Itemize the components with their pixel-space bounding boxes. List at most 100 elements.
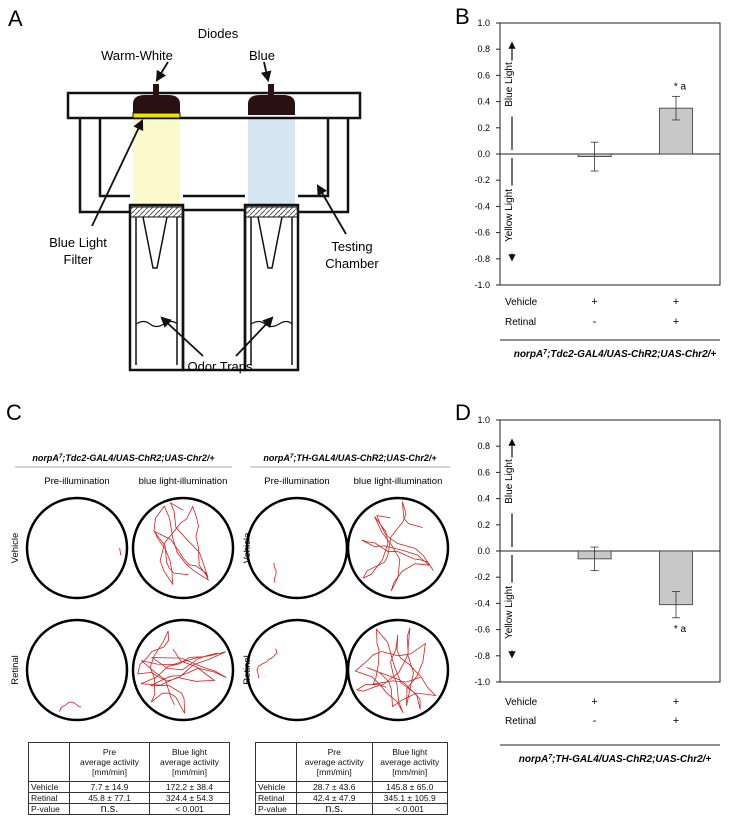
genotype-allele: 7	[59, 453, 63, 460]
y-tick-label: 0.0	[477, 546, 490, 556]
header-cell: Pre average activity [mm/min]	[296, 742, 373, 782]
header-cell: Blue light average activity [mm/min]	[371, 742, 448, 782]
trajectory	[119, 547, 121, 556]
table-cell: P-value	[255, 803, 297, 815]
y-tick-label: 0.0	[477, 149, 490, 159]
genotype-gene: norpA	[519, 754, 548, 765]
activity-table: Pre average activity [mm/min] Blue light ave…	[255, 742, 448, 815]
trajectory	[256, 648, 278, 678]
axis-arrow-label: Yellow Light	[504, 586, 515, 639]
y-tick-label: -0.2	[474, 175, 490, 185]
genotype-gene: norpA	[32, 453, 59, 463]
table-header: Pre average activity [mm/min] Blue light ave…	[255, 742, 448, 782]
diagram-label: Chamber	[325, 256, 379, 271]
header-line: Blue light	[392, 747, 428, 757]
error-bar	[672, 95, 680, 121]
arrow-label-bg	[505, 582, 519, 651]
genotype-allele: 7	[543, 349, 548, 356]
diagram-label: Filter	[64, 252, 94, 267]
arrow-label-bg	[505, 60, 519, 117]
trajectory	[59, 701, 82, 712]
table-cell: Retinal	[255, 792, 297, 804]
column-label: blue light-illumination	[354, 476, 443, 487]
table-row: P-value n.s. < 0.001	[255, 803, 448, 815]
header-cell: Blue light average activity [mm/min]	[149, 742, 230, 782]
header-cell: Pre average activity [mm/min]	[69, 742, 150, 782]
genotype-rest: ;TH-GAL4/UAS-ChR2;UAS-Chr2/+	[552, 754, 711, 765]
table-cell: Vehicle	[255, 781, 297, 793]
panel-label: D	[455, 400, 471, 425]
axis-arrow-label: Blue Light	[504, 459, 515, 504]
header-line: [mm/min]	[392, 767, 428, 777]
condition-mark: -	[593, 715, 597, 727]
y-tick-label: 0.8	[477, 44, 490, 54]
y-tick-label: 0.4	[477, 97, 490, 107]
condition-name: Vehicle	[505, 697, 538, 708]
header-line: [mm/min]	[172, 767, 207, 777]
table-row: Vehicle 28.7 ± 43.6 145.8 ± 65.0	[255, 781, 448, 793]
table-header: Pre average activity [mm/min] Blue light ave…	[28, 742, 230, 782]
header-line: [mm/min]	[92, 767, 127, 777]
diagram-label: Warm-White	[101, 48, 173, 63]
table-cell: n.s.	[69, 803, 150, 815]
genotype-allele: 7	[290, 453, 294, 460]
genotype-gene: norpA	[514, 349, 543, 360]
table-cell: 324.4 ± 54.3	[149, 792, 230, 804]
y-tick-label: 0.4	[477, 494, 490, 504]
diagram-label: Testing	[331, 239, 372, 254]
apparatus	[66, 61, 362, 372]
bar	[659, 107, 693, 155]
genotype: norpA7;TH-GAL4/UAS-ChR2;UAS-Chr2/+	[263, 453, 437, 464]
table-cell: P-value	[28, 803, 70, 815]
y-tick-label: -0.4	[474, 201, 490, 211]
table-cell: 42.4 ± 47.9	[296, 792, 373, 804]
arena	[245, 496, 349, 600]
table-cell: Vehicle	[28, 781, 70, 793]
error-bar	[672, 591, 680, 619]
header-line: Pre	[102, 747, 117, 757]
arena	[346, 496, 450, 600]
column-label: blue light-illumination	[139, 476, 228, 487]
diagram-label: Blue	[249, 48, 275, 63]
table-row: P-value n.s. < 0.001	[28, 803, 230, 815]
condition-name: Retinal	[505, 716, 536, 727]
arena	[245, 618, 349, 722]
header-line: average activity	[159, 757, 220, 767]
panel-label: A	[8, 6, 23, 31]
table-corner	[255, 742, 297, 782]
genotype: norpA7;TH-GAL4/UAS-ChR2;UAS-Chr2/+	[519, 754, 712, 766]
y-tick-label: 0.6	[477, 70, 490, 80]
genotype-rest: ;Tdc2-GAL4/UAS-ChR2;UAS-Chr2/+	[547, 349, 716, 360]
table-cell: 172.2 ± 38.4	[149, 781, 230, 793]
table-cell: 7.7 ± 14.9	[69, 781, 150, 793]
arena	[25, 496, 129, 600]
table-row: Vehicle 7.7 ± 14.9 172.2 ± 38.4	[28, 781, 230, 793]
axis-arrow-label: Blue Light	[504, 62, 515, 107]
y-tick-label: -0.4	[474, 598, 490, 608]
condition-mark: +	[673, 316, 679, 328]
header-line: Blue light	[172, 747, 207, 757]
trajectory	[354, 627, 437, 714]
table-cell: 45.8 ± 77.1	[69, 792, 150, 804]
y-tick-label: -0.6	[474, 228, 490, 238]
table-cell: < 0.001	[371, 803, 448, 815]
axis-arrow-label: Yellow Light	[504, 189, 515, 242]
y-tick-label: 0.2	[477, 520, 490, 530]
error-bar	[590, 141, 599, 172]
condition-name: Vehicle	[505, 297, 538, 308]
y-tick-label: 1.0	[477, 415, 490, 425]
row-label: Vehicle	[242, 533, 253, 564]
arrow-label-bg	[505, 457, 519, 514]
y-tick-label: -0.8	[474, 651, 490, 661]
genotype-gene: norpA	[263, 453, 290, 463]
condition-mark: -	[593, 316, 597, 328]
genotype: norpA7;Tdc2-GAL4/UAS-ChR2;UAS-Chr2/+	[514, 349, 717, 361]
y-tick-label: 0.2	[477, 123, 490, 133]
trajectory	[153, 501, 209, 586]
diagram-label: Blue Light	[49, 235, 107, 250]
condition-mark: +	[591, 296, 597, 308]
y-tick-label: -1.0	[474, 280, 490, 290]
genotype-allele: 7	[548, 754, 553, 761]
y-tick-label: -0.2	[474, 572, 490, 582]
